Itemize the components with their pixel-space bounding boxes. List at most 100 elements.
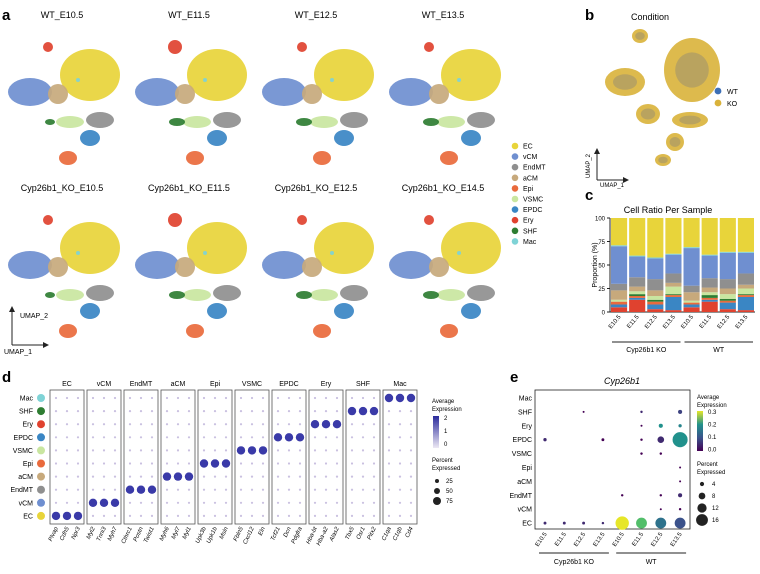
cluster-Ery (168, 213, 182, 227)
bar-segment-vCM (683, 248, 700, 286)
dot (324, 488, 328, 491)
row-label: SHF (518, 409, 532, 416)
cluster-EPDC (80, 303, 100, 319)
legend-size-dot (434, 488, 440, 494)
row-color-dot (37, 511, 45, 520)
bar-segment-VSMC (701, 292, 718, 296)
gene-label: Osr1 (356, 526, 367, 540)
cluster-Ery (43, 42, 53, 52)
dot (165, 501, 169, 504)
dot (102, 423, 106, 426)
dot (73, 511, 83, 521)
dot (655, 517, 667, 529)
legend-title: Average (697, 395, 720, 401)
dot (398, 462, 402, 465)
dot (250, 436, 254, 439)
bar-segment-vCM (647, 258, 664, 280)
legend-dot (511, 174, 519, 182)
row-color-dot (37, 433, 45, 442)
dot (335, 396, 339, 400)
dot (298, 462, 302, 465)
axis-label-umap1: UMAP_1 (4, 349, 32, 356)
bar-segment-Mac (701, 254, 718, 256)
dot (102, 410, 106, 413)
dot (76, 436, 80, 439)
dot (102, 396, 106, 400)
dot (239, 501, 243, 504)
dot (139, 514, 143, 518)
dot (139, 410, 143, 413)
bar-segment-SHF (737, 294, 754, 296)
dot (91, 436, 95, 439)
legend-size-label: 4 (712, 482, 716, 488)
dot (361, 488, 365, 491)
dot (335, 410, 339, 413)
dot (202, 514, 206, 518)
dot (125, 485, 135, 494)
condition-legend-dot (714, 99, 722, 107)
bar-segment-EPDC (683, 304, 700, 308)
dot (224, 488, 228, 491)
legend-size-dot (698, 492, 706, 500)
cluster-Epi (186, 151, 204, 165)
gene-label: Eln (258, 526, 267, 537)
bar-segment-EndMT (683, 285, 700, 293)
dot (313, 436, 317, 439)
dot (313, 514, 317, 518)
dot (247, 446, 257, 455)
bar-segment-Epi (647, 301, 664, 305)
umap-title: Cyp26b1_KO_E10.5 (21, 183, 104, 193)
dot (199, 459, 209, 468)
dot (387, 514, 391, 518)
dot (113, 410, 117, 413)
dot (287, 462, 291, 465)
dot (361, 475, 365, 478)
dot (54, 488, 58, 491)
dot (250, 514, 254, 518)
y-tick-label: 25 (598, 287, 605, 293)
dot (398, 423, 402, 426)
gene-label: Dcn (283, 526, 293, 539)
bar-segment-aCM (611, 290, 628, 300)
dot (406, 393, 416, 403)
group-label: WT (646, 559, 658, 566)
dot (91, 488, 95, 491)
cluster-EPDC (334, 130, 354, 146)
dot (102, 436, 106, 439)
dot (347, 406, 357, 416)
legend-tick: 0.0 (708, 448, 717, 454)
legend-size-label: 50 (446, 489, 453, 495)
dot (176, 410, 180, 413)
dot (239, 410, 243, 413)
gene-label: Myl2 (86, 526, 97, 541)
dot (54, 396, 58, 400)
dot (384, 393, 394, 403)
bar-segment-VSMC (683, 300, 700, 303)
x-tick-label: E12.5 (644, 314, 659, 330)
cluster-EC (314, 222, 374, 274)
umap-plot (262, 215, 374, 338)
cluster-Ery (297, 42, 307, 52)
row-color-dot (37, 485, 45, 494)
gene-label: Myh6 (159, 526, 171, 542)
legend-tick: 0.3 (708, 410, 717, 416)
dot (213, 423, 217, 426)
gene-label: Tbx5 (345, 526, 356, 541)
cluster-EPDC (80, 130, 100, 146)
dot (358, 406, 368, 416)
dot (91, 423, 95, 426)
cluster-Epi (186, 324, 204, 338)
cluster-vCM (262, 251, 306, 279)
row-color-dot (37, 407, 45, 416)
row-label: EndMT (10, 487, 33, 494)
dot (640, 410, 643, 414)
dot (224, 449, 228, 452)
dot (659, 508, 662, 511)
row-label: vCM (518, 507, 533, 514)
dot (276, 501, 280, 504)
dot (91, 462, 95, 465)
cluster-vCM (262, 78, 306, 106)
marker-dotplot: Mac SHF Ery EPDC VSMC Epi aCM EndMT vCM EC EC Plvap… (10, 381, 461, 547)
dot (113, 436, 117, 439)
cluster-EC (187, 49, 247, 101)
